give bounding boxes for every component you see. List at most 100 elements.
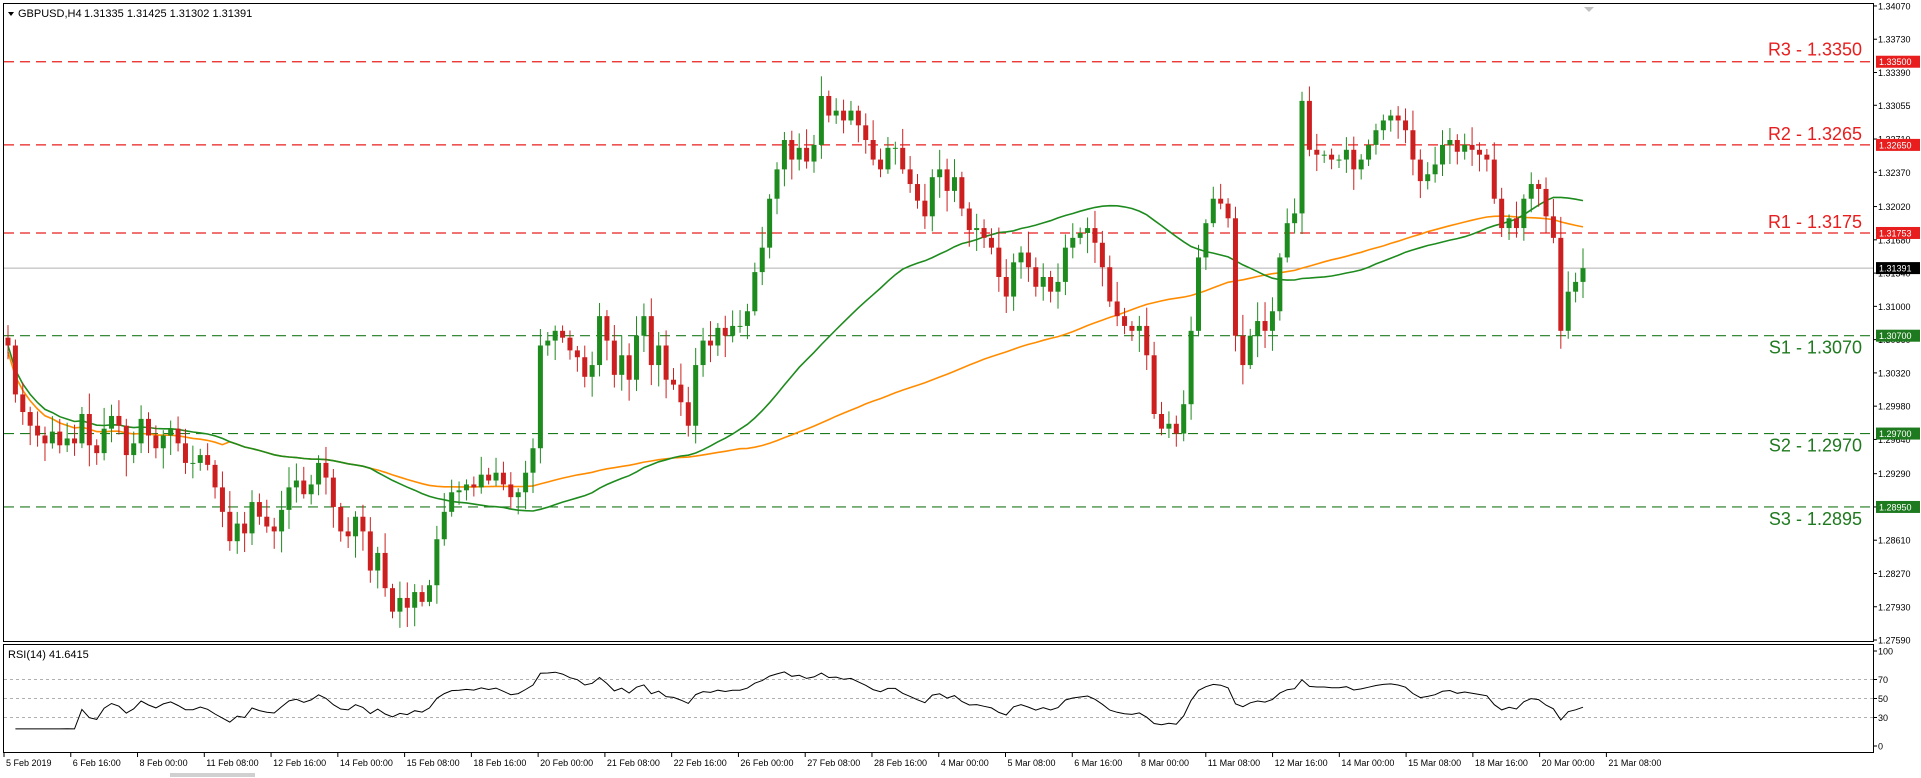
- candle-bull: [693, 365, 699, 426]
- price-tick-label: 1.33730: [1878, 35, 1911, 45]
- candle-bear: [1329, 154, 1335, 160]
- candle-bull: [1380, 120, 1386, 131]
- candle-bear: [86, 413, 92, 446]
- candle-bull: [1299, 100, 1305, 214]
- candle-bear: [1314, 149, 1320, 155]
- level-price-tag-s2: [1876, 427, 1920, 440]
- time-axis: 5 Feb 2019 6 Feb 16:00 8 Feb 00:00 11 Feb 0…: [3, 753, 1661, 768]
- candle-bear: [988, 237, 994, 248]
- candle-bull: [759, 247, 765, 273]
- candle-bull: [160, 435, 166, 449]
- candle-bull: [1565, 291, 1571, 331]
- level-label-r2: R2 - 1.3265: [1768, 124, 1862, 144]
- candle-bull: [1506, 218, 1512, 229]
- level-price-tag-text: 1.30700: [1879, 331, 1912, 341]
- time-tick-label: 18 Feb 16:00: [473, 758, 526, 768]
- candle-bear: [1107, 267, 1113, 302]
- candle-bear: [1536, 184, 1542, 189]
- candle-bull: [197, 455, 203, 463]
- candle-bear: [1410, 130, 1416, 160]
- ohlc-values: 1.31335 1.31425 1.31302 1.31391: [84, 8, 252, 20]
- candle-bull: [715, 327, 721, 346]
- candle-bull: [493, 472, 499, 481]
- candle-bull: [818, 95, 824, 145]
- candle-bull: [781, 140, 787, 170]
- candle-bear: [205, 455, 211, 465]
- candle-bull: [974, 228, 980, 231]
- candle-bull: [744, 311, 750, 326]
- candle-bull: [1432, 164, 1438, 175]
- candle-bull: [1336, 159, 1342, 161]
- candle-bull: [885, 147, 891, 170]
- level-price-tag-s3: [1876, 500, 1920, 513]
- candle-bull: [1062, 247, 1068, 282]
- price-tick-label: 1.28610: [1878, 536, 1911, 546]
- candle-bull: [811, 144, 817, 162]
- level-label-s3: S3 - 1.2895: [1769, 509, 1862, 529]
- candle-bear: [1048, 277, 1054, 292]
- scroll-marker-icon[interactable]: [1584, 7, 1594, 12]
- level-price-tag-r2: [1876, 138, 1920, 151]
- candle-bear: [35, 425, 41, 436]
- candle-bear: [1144, 325, 1150, 356]
- candle-bear: [1003, 277, 1009, 297]
- candle-bear: [486, 474, 492, 481]
- candle-bull: [190, 462, 196, 464]
- candle-bear: [404, 597, 410, 608]
- candle-bull: [1373, 130, 1379, 145]
- candle-bear: [582, 357, 588, 377]
- candle-bear: [1395, 115, 1401, 121]
- candle-bear: [685, 402, 691, 426]
- time-tick-label: 20 Feb 00:00: [540, 758, 593, 768]
- time-tick-label: 15 Mar 08:00: [1408, 758, 1461, 768]
- level-price-tag-r3: [1876, 55, 1920, 68]
- candle-bull: [449, 492, 455, 512]
- candle-bear: [1099, 242, 1105, 268]
- candle-bull: [1040, 277, 1046, 287]
- candle-bear: [1306, 100, 1312, 150]
- candle-bear: [419, 592, 425, 602]
- candle-bull: [1181, 404, 1187, 434]
- time-tick-label: 6 Mar 16:00: [1074, 758, 1122, 768]
- candle-bull: [478, 474, 484, 488]
- level-price-tag-text: 1.28950: [1879, 502, 1912, 512]
- collapse-triangle-icon[interactable]: [8, 12, 14, 16]
- candle-bull: [774, 169, 780, 199]
- candle-bear: [1240, 335, 1246, 366]
- candle-bull: [308, 484, 314, 495]
- candle-bear: [1550, 216, 1556, 238]
- candle-bull: [1440, 144, 1446, 165]
- candle-bear: [663, 345, 669, 380]
- candle-bull: [109, 415, 115, 429]
- level-price-tag-text: 1.32650: [1879, 140, 1912, 150]
- candle-bull: [1077, 232, 1083, 238]
- candle-bull: [463, 484, 469, 491]
- candle-bull: [1277, 257, 1283, 312]
- candle-bear: [1173, 423, 1179, 434]
- candle-bear: [789, 140, 795, 160]
- candle-bear: [648, 316, 654, 366]
- candle-bull: [929, 177, 935, 217]
- level-label-r3: R3 - 1.3350: [1768, 40, 1862, 60]
- candle-bear: [264, 516, 270, 527]
- candle-bull: [397, 597, 403, 612]
- candle-bear: [1114, 301, 1120, 317]
- candles-layer: [5, 76, 1586, 628]
- candle-bear: [966, 208, 972, 231]
- candle-bear: [1543, 188, 1549, 217]
- horizontal-scrollbar[interactable]: [170, 773, 255, 777]
- time-tick-label: 11 Feb 08:00: [206, 758, 258, 768]
- candle-bull: [656, 345, 662, 366]
- scrollbar-thumb[interactable]: [170, 773, 255, 777]
- candle-bull: [730, 325, 736, 336]
- time-tick-label: 15 Feb 08:00: [407, 758, 460, 768]
- price-tick-label: 1.31000: [1878, 302, 1911, 312]
- candle-bull: [1521, 198, 1527, 229]
- time-tick-label: 8 Mar 00:00: [1141, 758, 1189, 768]
- level-label-s2: S2 - 1.2970: [1769, 436, 1862, 456]
- candle-bear: [1025, 252, 1031, 268]
- candle-bull: [1247, 335, 1253, 366]
- candle-bull: [545, 340, 551, 346]
- time-tick-label: 5 Feb 2019: [6, 758, 52, 768]
- candle-bull: [700, 340, 706, 366]
